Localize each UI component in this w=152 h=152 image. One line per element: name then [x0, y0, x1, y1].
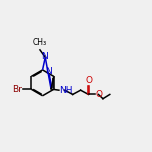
- Text: O: O: [96, 90, 103, 99]
- Text: CH₃: CH₃: [32, 38, 46, 47]
- Text: Br: Br: [12, 85, 22, 94]
- Text: N: N: [41, 52, 48, 61]
- Text: N: N: [45, 67, 52, 76]
- Text: NH: NH: [59, 86, 73, 95]
- Text: O: O: [85, 76, 92, 85]
